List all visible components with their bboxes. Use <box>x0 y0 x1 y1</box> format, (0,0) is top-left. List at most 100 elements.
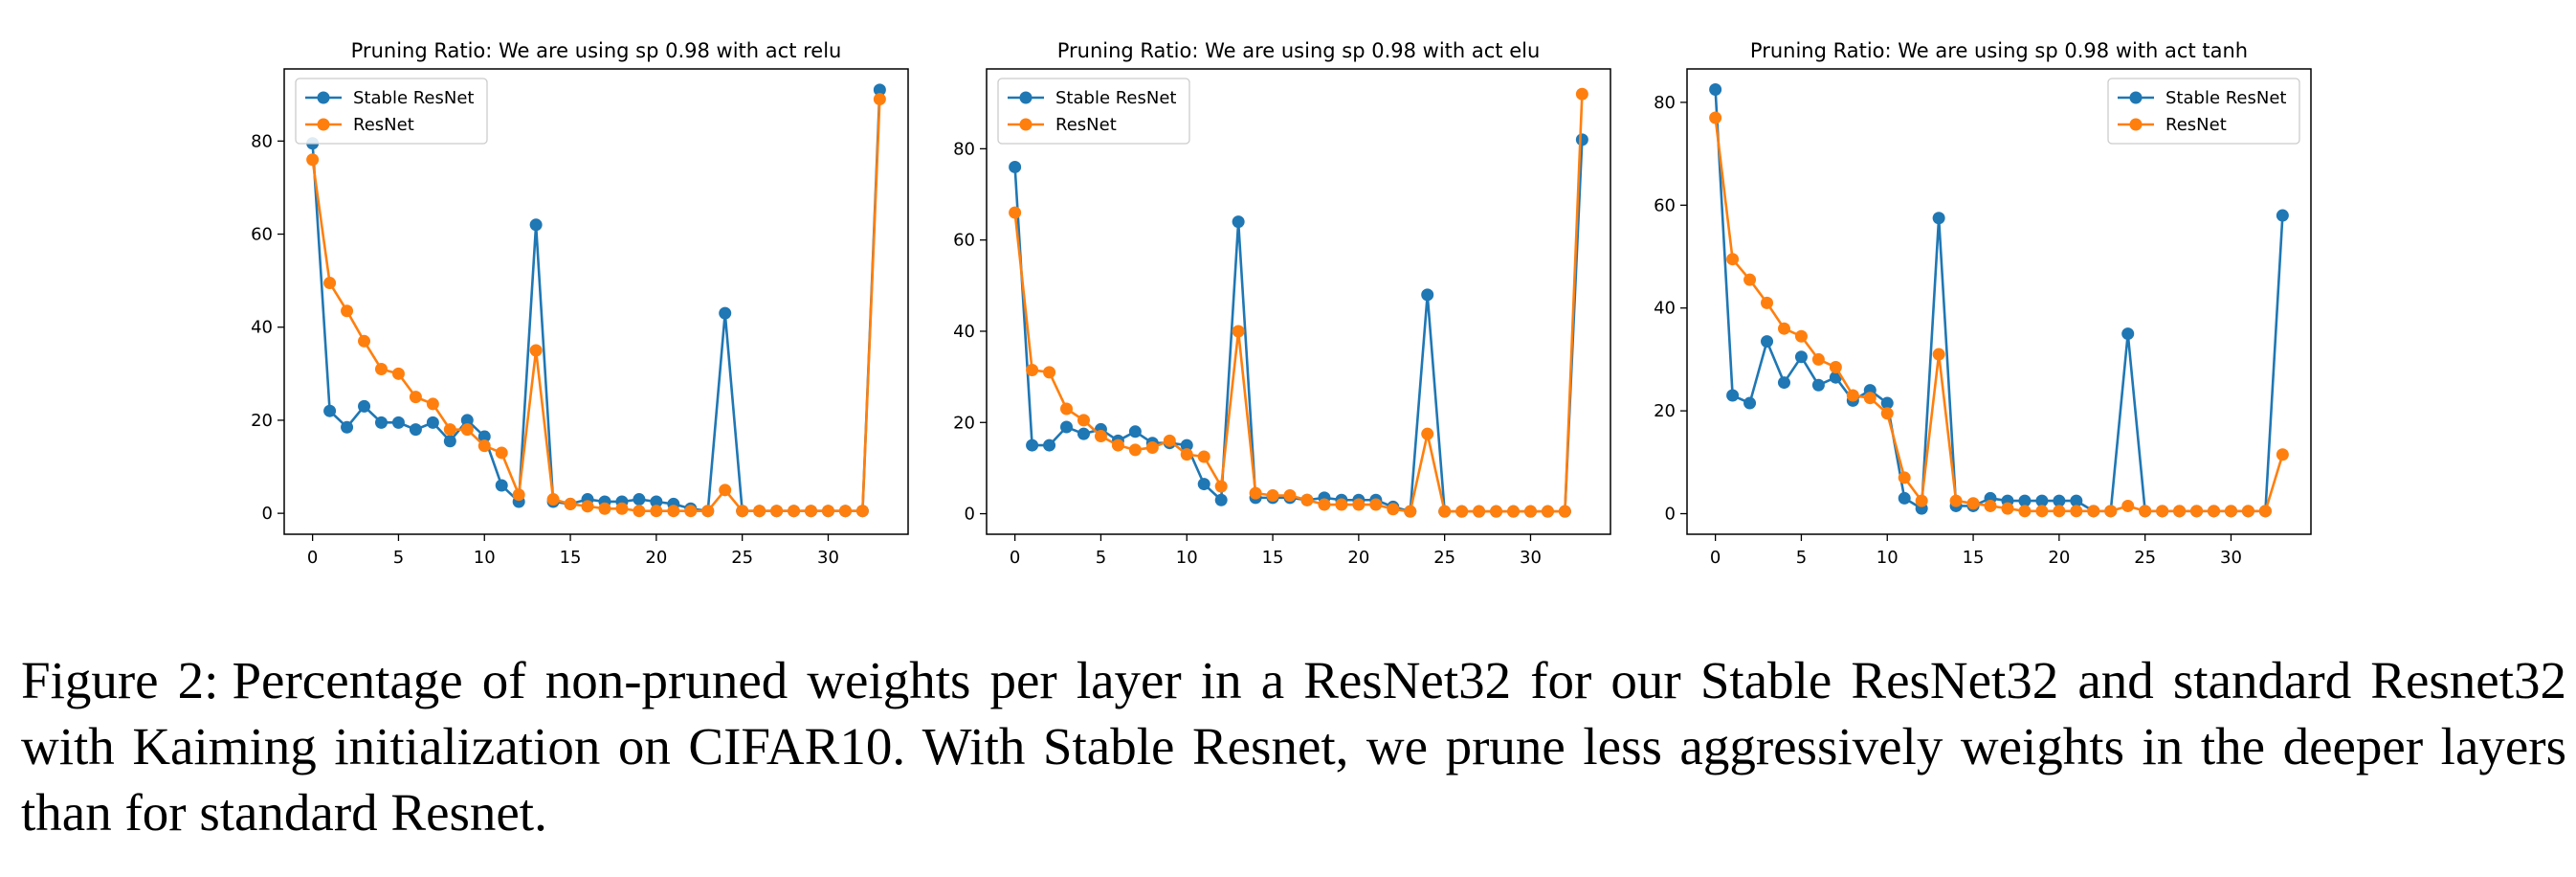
data-point <box>391 367 405 380</box>
data-point <box>1846 389 1859 402</box>
x-tick-label: 25 <box>731 548 753 568</box>
data-point <box>1777 322 1790 335</box>
data-point <box>788 505 801 518</box>
data-point <box>753 505 766 518</box>
y-tick-label: 60 <box>1654 195 1676 215</box>
data-point <box>2053 505 2066 518</box>
data-point <box>1726 389 1740 402</box>
y-tick-label: 0 <box>965 505 975 525</box>
x-tick-label: 25 <box>1433 548 1455 568</box>
x-tick-label: 15 <box>1262 548 1284 568</box>
y-tick-label: 0 <box>262 504 273 524</box>
legend: Stable ResNet ResNet <box>295 78 488 145</box>
y-tick-label: 80 <box>953 139 975 159</box>
legend-marker <box>317 91 330 104</box>
data-point <box>701 505 715 518</box>
x-tick-label: 25 <box>2134 548 2156 568</box>
data-point <box>358 399 371 413</box>
data-point <box>598 502 611 515</box>
legend: Stable ResNet ResNet <box>997 78 1190 145</box>
data-point <box>1743 396 1757 410</box>
data-point <box>1197 450 1210 463</box>
data-point <box>323 404 337 417</box>
chart-panel-3: Pruning Ratio: We are using sp 0.98 with… <box>1654 39 2312 568</box>
legend-marker <box>317 118 330 131</box>
data-point <box>1811 352 1825 366</box>
data-point <box>341 420 354 434</box>
data-point <box>1794 329 1808 343</box>
plot-frame <box>283 68 909 535</box>
data-point <box>2276 209 2289 222</box>
data-point <box>358 334 371 348</box>
data-point <box>1283 489 1297 502</box>
data-point <box>1949 494 1963 507</box>
data-point <box>443 435 456 448</box>
data-point <box>1829 360 1842 373</box>
caption-label: Figure 2: <box>21 651 219 709</box>
data-point <box>1438 505 1452 518</box>
y-tick-label: 20 <box>1654 401 1676 421</box>
legend-marker <box>2129 91 2143 104</box>
data-point <box>512 488 525 502</box>
data-point <box>1043 366 1056 379</box>
data-point <box>477 439 491 453</box>
data-point <box>1726 253 1740 266</box>
data-point <box>1197 478 1210 491</box>
data-point <box>1558 505 1571 518</box>
data-point <box>1180 448 1193 461</box>
y-tick-label: 60 <box>251 225 273 245</box>
charts-canvas: Pruning Ratio: We are using sp 0.98 with… <box>251 39 2312 568</box>
data-point <box>684 505 698 518</box>
legend-label: ResNet <box>2165 115 2227 135</box>
data-point <box>1915 494 1928 507</box>
data-point <box>1932 348 1945 361</box>
data-point <box>615 502 629 515</box>
data-point <box>2070 494 2083 507</box>
data-point <box>1232 325 1245 338</box>
data-point <box>1898 491 1911 505</box>
data-point <box>1266 489 1279 502</box>
x-tick-label: 5 <box>1096 548 1106 568</box>
data-point <box>409 423 422 437</box>
data-point <box>2001 502 2014 515</box>
data-point <box>1404 505 1417 518</box>
data-point <box>1318 498 1331 511</box>
data-point <box>2224 505 2237 518</box>
data-point <box>1455 505 1469 518</box>
x-tick-label: 5 <box>393 548 404 568</box>
data-point <box>2156 505 2169 518</box>
data-point <box>564 497 577 510</box>
data-point <box>323 277 337 290</box>
data-point <box>1128 443 1142 457</box>
legend-box <box>997 78 1190 145</box>
data-point <box>1421 288 1434 302</box>
y-tick-label: 20 <box>251 411 273 431</box>
data-point <box>495 446 508 460</box>
series-line-stable-resnet <box>311 89 881 513</box>
legend: Stable ResNet ResNet <box>2107 78 2300 145</box>
data-point <box>1232 215 1245 229</box>
data-point <box>1077 427 1090 440</box>
data-point <box>1111 438 1124 452</box>
data-point <box>719 306 732 320</box>
chart-panel-1: Pruning Ratio: We are using sp 0.98 with… <box>251 39 909 568</box>
x-tick-label: 15 <box>1963 548 1985 568</box>
x-tick-label: 20 <box>1347 548 1369 568</box>
plot-frame <box>986 68 1611 535</box>
data-point <box>306 153 320 167</box>
data-point <box>1026 363 1039 376</box>
data-point <box>2018 505 2032 518</box>
data-point <box>1009 160 1022 173</box>
data-point <box>1794 350 1808 364</box>
legend-box <box>2107 78 2300 145</box>
data-point <box>736 505 749 518</box>
data-point <box>2190 505 2204 518</box>
data-point <box>873 83 886 97</box>
data-point <box>873 93 886 106</box>
data-point <box>374 362 388 375</box>
x-tick-label: 30 <box>2220 548 2242 568</box>
x-tick-label: 20 <box>2048 548 2070 568</box>
data-point <box>1009 206 1022 219</box>
data-point <box>1352 498 1366 511</box>
